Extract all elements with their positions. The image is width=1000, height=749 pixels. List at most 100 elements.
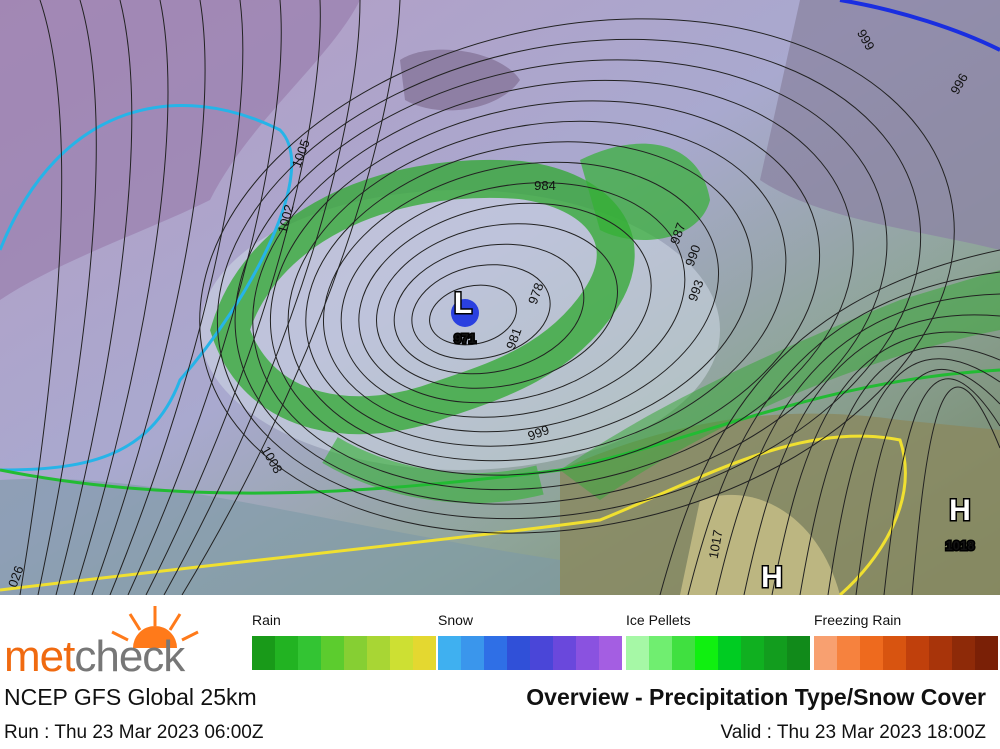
legend-swatch xyxy=(576,636,599,670)
logo-sun-disc xyxy=(133,626,177,648)
legend-swatch xyxy=(695,636,718,670)
pressure-center: L xyxy=(454,287,472,320)
warm-line xyxy=(0,434,907,595)
scandinavia xyxy=(760,0,1000,250)
pressure-label: 026 xyxy=(5,564,27,590)
legend-swatch xyxy=(298,636,321,670)
legend-swatch xyxy=(344,636,367,670)
run-time: Run : Thu 23 Mar 2023 06:00Z xyxy=(4,722,264,743)
isobar xyxy=(305,141,753,447)
legend-swatch xyxy=(275,636,298,670)
isobar xyxy=(771,331,1000,595)
pressure-label: 1018 xyxy=(946,538,975,553)
isobar xyxy=(109,0,244,595)
isobar xyxy=(659,249,1000,595)
pressure-label: 971 xyxy=(454,331,476,346)
legend-swatch xyxy=(764,636,787,670)
brand-left: met xyxy=(4,632,75,681)
isobar xyxy=(252,79,854,491)
isobar xyxy=(799,346,1000,595)
product-title: Overview - Precipitation Type/Snow Cover xyxy=(526,684,986,710)
isobar xyxy=(855,368,1000,595)
legend-swatch xyxy=(321,636,344,670)
pressure-label: 1002 xyxy=(275,203,297,235)
rain-band xyxy=(210,160,635,435)
rain-front xyxy=(560,270,1000,500)
legend-swatch xyxy=(672,636,695,670)
isobar xyxy=(287,120,787,462)
legend-swatch xyxy=(814,636,837,670)
isobar xyxy=(269,100,821,476)
isobar xyxy=(234,59,888,505)
legend-swatch xyxy=(553,636,576,670)
legend-swatch xyxy=(484,636,507,670)
legend-swatch xyxy=(626,636,649,670)
isobar xyxy=(687,271,1000,595)
isobar xyxy=(163,0,361,595)
legend-swatch xyxy=(860,636,883,670)
pressure-label: 993 xyxy=(685,278,707,304)
valid-time: Valid : Thu 23 Mar 2023 18:00Z xyxy=(720,722,986,743)
isobar xyxy=(19,0,63,595)
map-labels: 1005100298498799099397898197199910089999… xyxy=(5,27,976,595)
logo xyxy=(111,606,199,648)
isobar xyxy=(883,378,1000,595)
europe-south xyxy=(560,413,1000,595)
legend-swatch xyxy=(718,636,741,670)
isobar xyxy=(181,0,401,595)
legend-swatch xyxy=(438,636,461,670)
legend-title: Ice Pellets xyxy=(626,612,691,628)
pressure-label: 978 xyxy=(525,281,547,307)
pressure-center: H xyxy=(949,494,971,527)
cold-line xyxy=(839,0,1000,52)
isobar xyxy=(145,0,321,595)
pressure-center: H xyxy=(761,561,783,594)
isobar xyxy=(127,0,282,595)
isobar xyxy=(743,314,1000,595)
pressure-label: 981 xyxy=(503,326,525,352)
brand: metcheck xyxy=(4,632,185,682)
legend-title: Freezing Rain xyxy=(814,612,902,628)
legend-swatch xyxy=(929,636,952,670)
isobar xyxy=(429,284,517,346)
legend-swatch xyxy=(883,636,906,670)
greenland xyxy=(0,0,360,300)
isobar xyxy=(91,0,206,595)
isobar xyxy=(911,386,1000,595)
isobar xyxy=(376,223,618,389)
legend-swatch xyxy=(787,636,810,670)
legend-swatch xyxy=(837,636,860,670)
legend-swatch xyxy=(507,636,530,670)
isobar xyxy=(37,0,97,595)
legend-swatch xyxy=(367,636,390,670)
isobar xyxy=(322,161,720,433)
legend-swatch xyxy=(252,636,275,670)
legend-title: Rain xyxy=(252,612,281,628)
legend-swatch xyxy=(413,636,436,670)
legend-swatch xyxy=(390,636,413,670)
isobar xyxy=(73,0,169,595)
mediterranean-land xyxy=(680,494,840,595)
logo-sun xyxy=(111,606,199,642)
isobar xyxy=(411,264,551,360)
isobar xyxy=(393,243,585,375)
isobar xyxy=(55,0,133,595)
map: 1005100298498799099397898197199910089999… xyxy=(0,0,1000,595)
pressure-label: 990 xyxy=(682,243,704,269)
pressure-label: 1017 xyxy=(706,529,726,560)
low-snow xyxy=(451,299,479,327)
isobar xyxy=(827,358,1000,595)
legend-swatch xyxy=(975,636,998,670)
isobar xyxy=(715,293,1000,595)
isobar xyxy=(199,18,955,534)
atlantic-south xyxy=(0,478,560,595)
legend-swatch xyxy=(530,636,553,670)
pressure-label: 984 xyxy=(534,178,556,193)
pressure-label: 999 xyxy=(526,422,552,444)
legend-swatch xyxy=(461,636,484,670)
isobar xyxy=(358,202,652,404)
legend-swatch xyxy=(599,636,622,670)
pressure-label: 987 xyxy=(667,221,689,247)
rain-area xyxy=(580,143,710,240)
